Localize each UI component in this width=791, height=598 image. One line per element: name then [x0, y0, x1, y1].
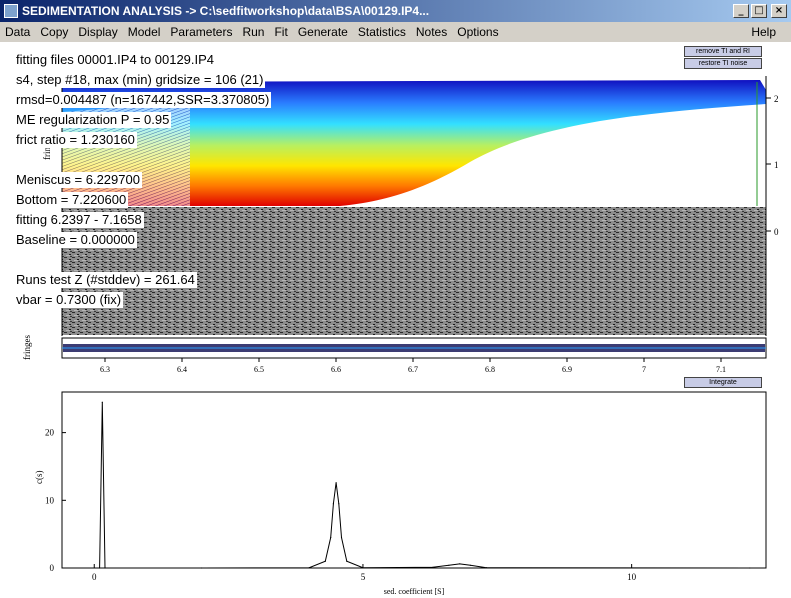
vbar-value: vbar = 0.7300 (fix) — [14, 292, 124, 308]
cs-data-point — [432, 566, 434, 568]
cs-data-point — [324, 560, 326, 562]
cs-y-ticks: 0 10 20 — [45, 428, 66, 573]
residual-x-tick-label: 6.7 — [408, 365, 418, 374]
cs-y-tick-label: 0 — [50, 563, 55, 573]
restore-ti-noise-button[interactable]: restore TI noise — [684, 58, 762, 69]
cs-data-point — [332, 503, 334, 505]
residual-x-ticks: 6.3 6.4 6.5 6.6 6.7 6.8 6.9 7 7.1 — [100, 358, 726, 374]
cs-chart-frame — [61, 391, 767, 569]
cs-ylabel: c(s) — [34, 471, 44, 485]
cs-data-point — [362, 567, 364, 569]
menu-generate[interactable]: Generate — [297, 25, 348, 39]
menu-model[interactable]: Model — [127, 25, 161, 39]
residual-x-tick-label: 6.4 — [177, 365, 187, 374]
window-controls: _ □ × — [733, 4, 787, 18]
menu-copy[interactable]: Copy — [40, 25, 69, 39]
menu-parameters[interactable]: Parameters — [170, 25, 233, 39]
cs-x-tick-label: 0 — [92, 572, 97, 582]
title-bar: SEDIMENTATION ANALYSIS -> C:\sedfitworks… — [0, 0, 791, 22]
remove-ti-ri-button[interactable]: remove TI and RI — [684, 46, 762, 57]
residual-x-tick-label: 6.5 — [254, 365, 264, 374]
cs-data-point — [448, 564, 450, 566]
menu-run[interactable]: Run — [242, 25, 265, 39]
menu-data[interactable]: Data — [5, 25, 31, 39]
plot-area: 2 1 0 fringe fringes 6.3 6.4 6.5 6.6 6.7 6.8 6… — [0, 42, 791, 598]
residual-x-tick-label: 6.3 — [100, 365, 110, 374]
residual-ylabel: fringes — [22, 335, 32, 360]
cs-data-point — [469, 564, 471, 566]
cs-data-point — [104, 567, 106, 569]
runs-test-value: Runs test Z (#stddev) = 261.64 — [14, 272, 197, 288]
regularization-info: ME regularization P = 0.95 — [14, 112, 172, 128]
app-icon — [4, 4, 18, 18]
noise-region — [62, 207, 766, 335]
integrate-button[interactable]: Integrate — [684, 377, 762, 388]
cs-data-point — [201, 567, 203, 569]
cs-data-points — [99, 401, 751, 569]
baseline-value: Baseline = 0.000000 — [14, 232, 137, 248]
residual-x-tick-label: 7 — [642, 365, 646, 374]
top-plot-ylabel: fringe — [42, 139, 52, 161]
residual-x-tick-label: 7.1 — [716, 365, 726, 374]
cs-data-point — [338, 503, 340, 505]
frict-ratio: frict ratio = 1.230160 — [14, 132, 137, 148]
boundary-band — [62, 80, 766, 206]
meniscus-value: Meniscus = 6.229700 — [14, 172, 142, 188]
fitting-files-label: fitting files 00001.IP4 to 00129.IP4 — [14, 52, 217, 68]
right-tick-label-2: 2 — [774, 94, 779, 104]
rmsd-info: rmsd=0.004487 (n=167442,SSR=3.370805) — [14, 92, 272, 108]
residual-x-tick-label: 6.8 — [485, 365, 495, 374]
minimize-button[interactable]: _ — [733, 4, 749, 18]
menu-notes[interactable]: Notes — [415, 25, 448, 39]
cs-x-tick-label: 5 — [361, 572, 366, 582]
step-info: s4, step #18, max (min) gridsize = 106 (… — [14, 72, 266, 88]
cs-data-point — [335, 482, 337, 484]
menu-options[interactable]: Options — [457, 25, 499, 39]
cs-data-point — [330, 536, 332, 539]
window-title: SEDIMENTATION ANALYSIS -> C:\sedfitworks… — [22, 4, 430, 18]
right-tick-label-1: 1 — [774, 160, 779, 170]
cs-distribution-chart: 0 10 20 0 5 10 c(s) sed. coefficient [S] — [34, 391, 767, 596]
cs-data-point — [99, 567, 101, 569]
right-tick-label-0: 0 — [774, 227, 779, 237]
cs-x-tick-label: 10 — [627, 572, 637, 582]
cs-data-point — [308, 567, 310, 569]
close-button[interactable]: × — [771, 4, 787, 18]
residual-x-tick-label: 6.6 — [331, 365, 341, 374]
residual-x-tick-label: 6.9 — [562, 365, 572, 374]
cs-data-point — [749, 567, 751, 569]
menu-statistics[interactable]: Statistics — [357, 25, 406, 39]
cs-data-point — [346, 560, 348, 562]
cs-y-tick-label: 10 — [45, 495, 55, 505]
cs-data-point — [340, 536, 343, 539]
maximize-button[interactable]: □ — [751, 4, 767, 18]
fitting-range: fitting 6.2397 - 7.1658 — [14, 212, 144, 228]
bottom-value: Bottom = 7.220600 — [14, 192, 129, 208]
menu-bar: Data Copy Display Model Parameters Run F… — [0, 22, 791, 42]
cs-y-tick-label: 20 — [45, 428, 55, 438]
cs-data-point — [459, 563, 461, 565]
menu-display[interactable]: Display — [78, 25, 118, 39]
cs-xlabel: sed. coefficient [S] — [384, 587, 445, 596]
cs-data-point — [101, 401, 103, 403]
menu-fit[interactable]: Fit — [274, 25, 288, 39]
menu-help[interactable]: Help — [751, 25, 776, 39]
cs-data-point — [485, 567, 488, 569]
